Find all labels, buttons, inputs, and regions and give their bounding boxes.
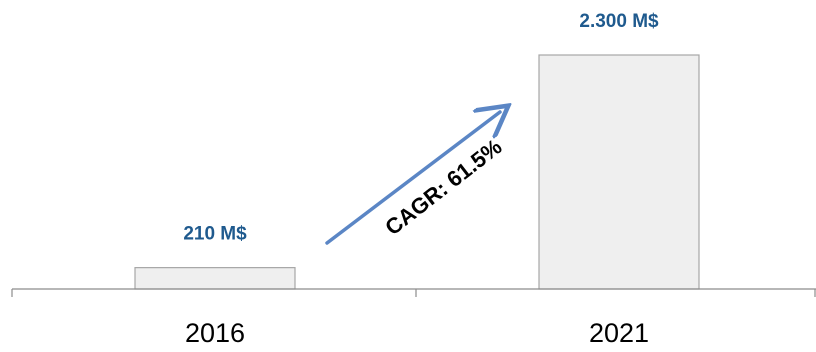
bars-group (134, 54, 700, 290)
value-label-2016: 210 M$ (183, 224, 247, 245)
cagr-arrow (325, 112, 500, 245)
value-labels-group: 210 M$ 2.300 M$ (183, 11, 659, 245)
bar-2016 (134, 267, 296, 290)
bar-2021 (538, 54, 700, 290)
x-tick-label-2021: 2021 (589, 318, 649, 348)
x-axis (11, 288, 816, 297)
value-label-2021: 2.300 M$ (579, 11, 659, 32)
tick-labels-group: 2016 2021 (185, 318, 649, 348)
cagr-annotation: CAGR: 61.5% (325, 112, 506, 245)
x-tick-label-2016: 2016 (185, 318, 245, 348)
